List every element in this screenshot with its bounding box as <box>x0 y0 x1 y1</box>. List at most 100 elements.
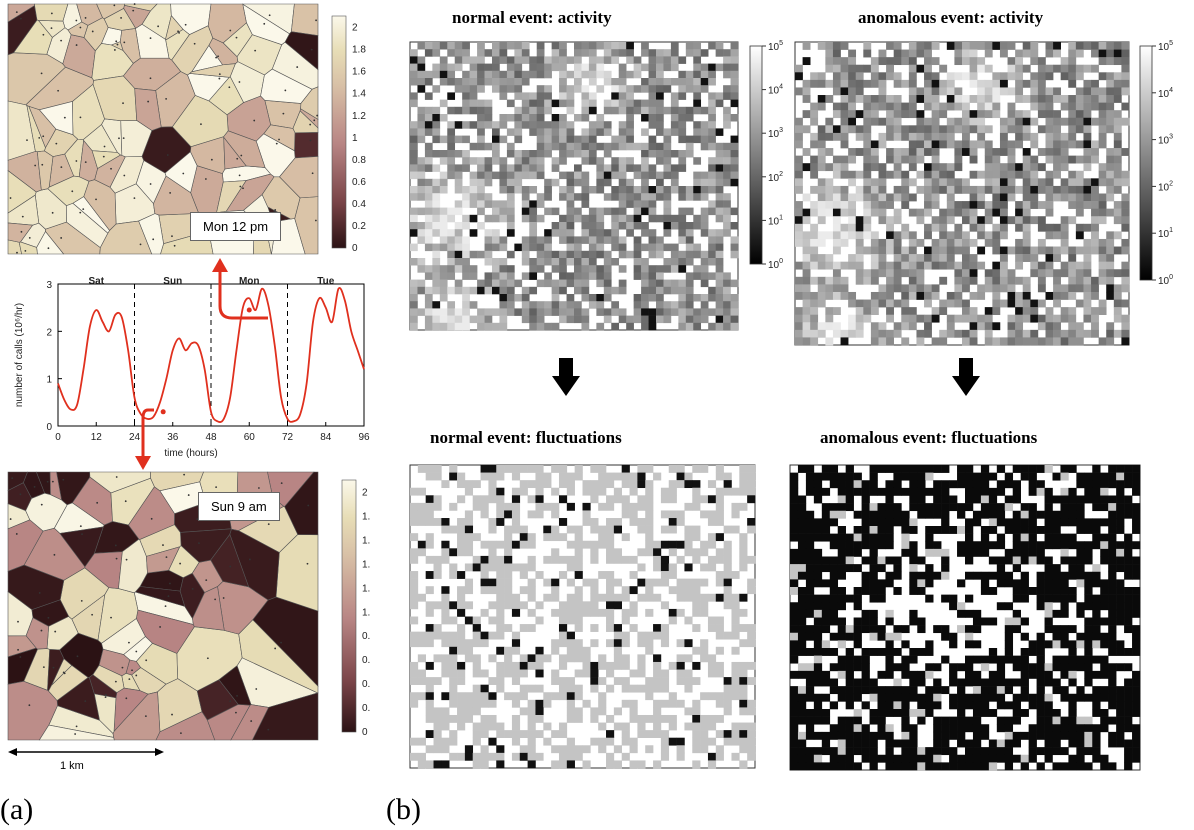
heatmap-cell <box>1121 57 1130 66</box>
heatmap-cell <box>832 238 841 247</box>
heatmap-cell <box>464 518 474 526</box>
heatmap-cell <box>1092 541 1101 550</box>
heatmap-cell <box>678 92 687 100</box>
heatmap-cell <box>984 185 993 194</box>
heatmap-cell <box>1084 541 1093 550</box>
heatmap-cell <box>965 541 974 550</box>
heatmap-cell <box>837 564 846 573</box>
heatmap-cell <box>457 631 466 640</box>
heatmap-cell <box>957 609 966 618</box>
heatmap-cell <box>917 465 926 473</box>
heatmap-cell <box>668 616 677 625</box>
heatmap-cell <box>1053 42 1061 50</box>
heatmap-cell <box>641 85 649 93</box>
heatmap-cell <box>527 714 536 723</box>
heatmap-cell <box>618 42 627 50</box>
heatmap-cell <box>684 722 693 731</box>
heatmap-cell <box>861 648 870 656</box>
heatmap-cell <box>449 472 458 481</box>
tower-dot <box>115 476 118 478</box>
heatmap-cell <box>504 502 513 511</box>
heatmap-cell <box>433 760 442 769</box>
heatmap-cell <box>723 737 732 746</box>
panel-label-a: (a) <box>0 793 34 826</box>
tower-dot <box>164 605 167 608</box>
heatmap-cell <box>1022 208 1031 217</box>
heatmap-cell <box>492 150 500 158</box>
voronoi-cell <box>192 586 225 631</box>
heatmap-cell <box>626 128 634 136</box>
tower-dot <box>149 77 152 80</box>
heatmap-cell <box>653 472 662 481</box>
heatmap-cell <box>536 258 545 266</box>
heatmap-cell <box>962 254 970 262</box>
tower-dot <box>165 556 168 559</box>
heatmap-cell <box>454 229 463 237</box>
heatmap-cell <box>492 157 500 165</box>
heatmap-cell <box>559 186 567 194</box>
heatmap-cell <box>813 495 823 504</box>
heatmap-cell <box>477 279 485 288</box>
heatmap-cell <box>603 258 612 266</box>
heatmap-cell <box>739 548 748 557</box>
heatmap-cell <box>559 193 567 201</box>
heatmap-cell <box>715 265 724 273</box>
heatmap-cell <box>840 102 849 111</box>
heatmap-cell <box>1028 663 1037 672</box>
voronoi-cell <box>165 15 184 41</box>
heatmap-cell <box>954 42 963 50</box>
heatmap-cell <box>821 579 831 588</box>
heatmap-cell <box>536 99 545 108</box>
heatmap-cell <box>946 193 955 202</box>
heatmap-cell <box>840 170 849 179</box>
heatmap-cell <box>821 678 831 687</box>
heatmap-cell <box>832 57 841 66</box>
heatmap-cell <box>559 258 567 266</box>
voronoi-cell <box>93 693 117 735</box>
heatmap-cell <box>1113 170 1122 179</box>
heatmap-cell <box>1007 87 1016 96</box>
heatmap-cell <box>992 193 1001 202</box>
heatmap-cell <box>845 472 854 481</box>
heatmap-cell <box>1098 57 1107 66</box>
heatmap-cell <box>449 571 458 579</box>
heatmap-cell <box>1044 670 1053 679</box>
heatmap-cell <box>1124 709 1133 717</box>
heatmap-cell <box>603 121 612 129</box>
heatmap-cell <box>684 669 693 678</box>
heatmap-cell <box>484 229 493 237</box>
heatmap-cell <box>946 254 955 262</box>
heatmap-cell <box>1124 693 1133 702</box>
heatmap-cell <box>663 106 672 115</box>
heatmap-cell <box>1098 102 1107 111</box>
heatmap-cell <box>551 49 560 57</box>
heatmap-cell <box>863 193 872 202</box>
heatmap-cell <box>626 157 634 165</box>
heatmap-cell <box>840 140 849 149</box>
heatmap-cell <box>1106 102 1115 111</box>
heatmap-cell <box>853 594 862 603</box>
heatmap-cell <box>1075 231 1084 240</box>
heatmap-cell <box>574 684 583 693</box>
heatmap-cell <box>984 170 993 179</box>
heatmap-cell <box>574 258 582 266</box>
heatmap-cell <box>837 632 846 641</box>
heatmap-cell <box>909 693 918 702</box>
heatmap-cell <box>596 157 605 165</box>
heatmap-cell <box>901 510 910 519</box>
heatmap-cell <box>708 92 716 100</box>
heatmap-cell <box>656 294 664 302</box>
heatmap-cell <box>499 301 508 309</box>
heatmap-cell <box>480 669 489 678</box>
heatmap-cell <box>924 246 932 255</box>
heatmap-cell <box>980 472 990 481</box>
heatmap-cell <box>1121 64 1130 73</box>
heatmap-cell <box>519 465 528 473</box>
heatmap-cell <box>797 495 807 504</box>
heatmap-cell <box>1004 472 1014 481</box>
heatmap-cell <box>425 518 434 526</box>
heatmap-cell <box>739 593 748 602</box>
heatmap-cell <box>813 678 823 687</box>
heatmap-cell <box>492 56 500 64</box>
heatmap-cell <box>821 564 831 573</box>
